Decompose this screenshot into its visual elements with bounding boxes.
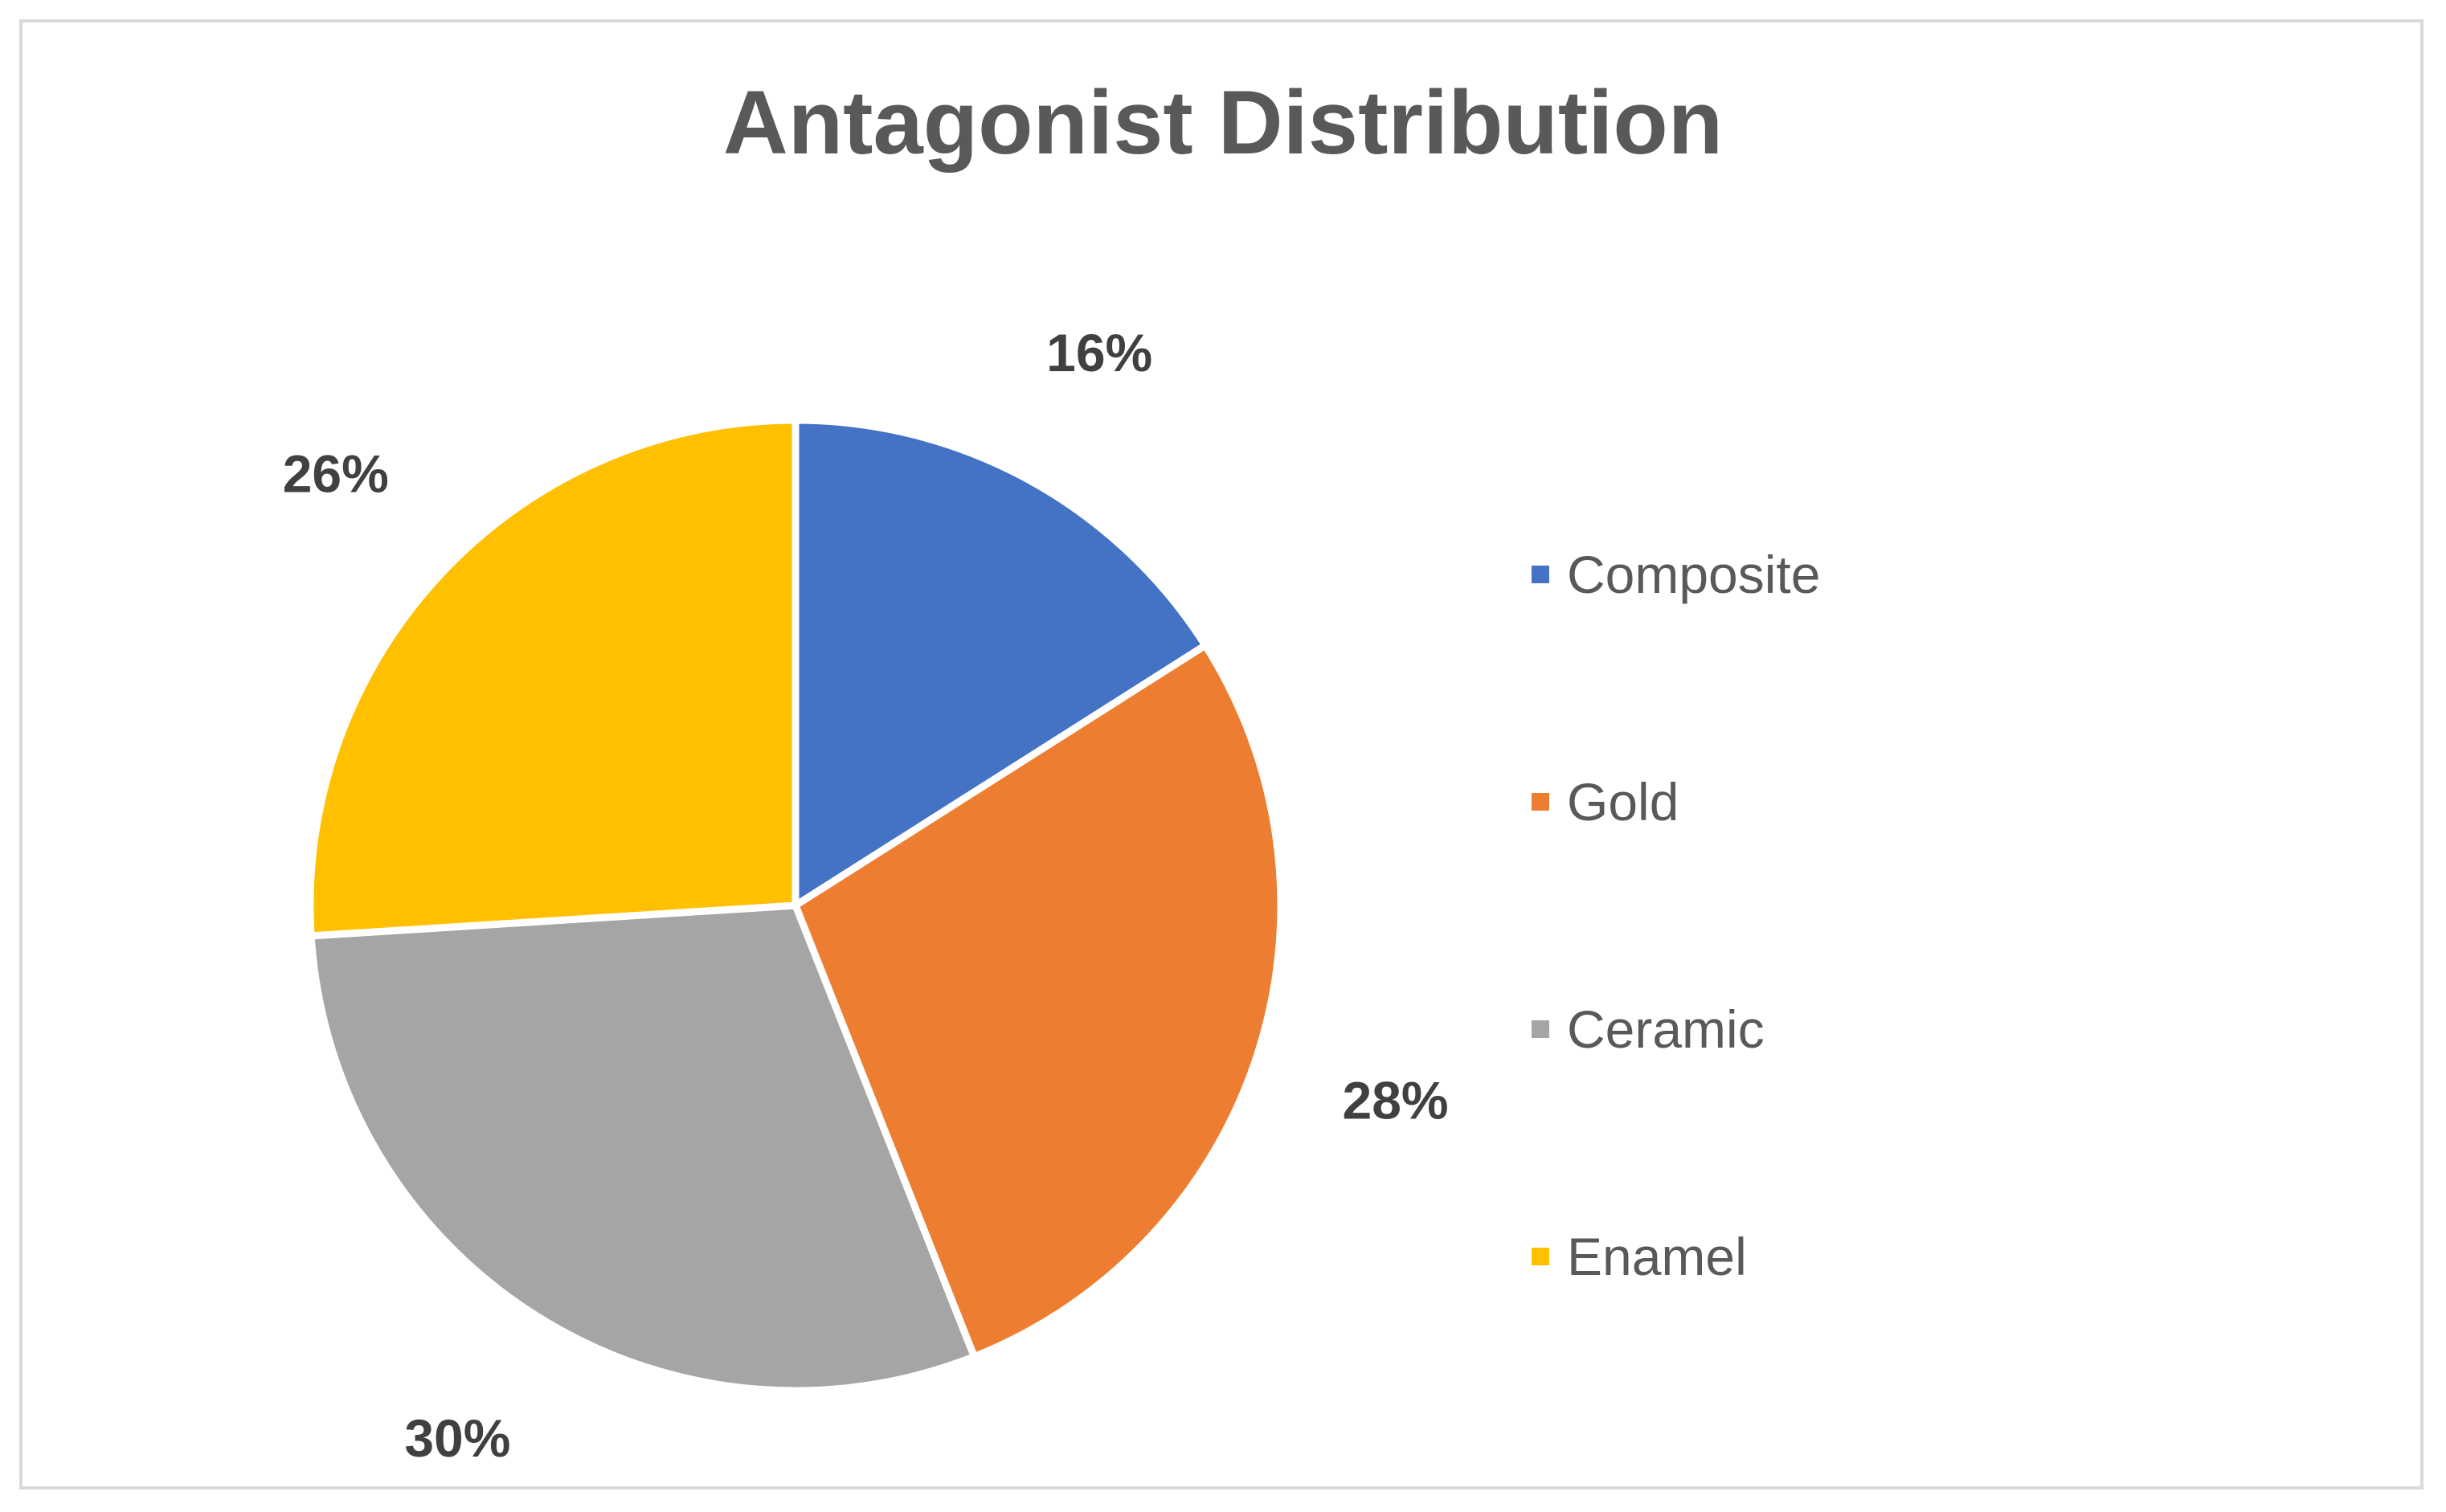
data-label-enamel: 26% [283, 444, 389, 504]
legend-label-ceramic: Ceramic [1567, 999, 1765, 1059]
pie-slice-ceramic [307, 901, 978, 1395]
legend-label-composite: Composite [1567, 545, 1821, 604]
pie-slice-composite [791, 416, 1209, 909]
legend-swatch-enamel [1532, 1248, 1549, 1265]
data-label-composite: 16% [1046, 323, 1152, 382]
pie-slice-gold [791, 641, 1285, 1361]
legend-item-ceramic: Ceramic [1532, 1003, 1765, 1056]
data-label-gold: 28% [1343, 1071, 1449, 1130]
legend-swatch-ceramic [1532, 1020, 1549, 1038]
legend-label-gold: Gold [1567, 772, 1679, 832]
pie-data-labels: 16% 28% 30% 26% [283, 323, 1449, 1468]
pie-slice-enamel [306, 416, 800, 940]
legend-item-composite: Composite [1532, 548, 1820, 601]
legend-item-gold: Gold [1532, 775, 1679, 828]
legend-label-enamel: Enamel [1567, 1227, 1747, 1286]
chart-title: Antagonist Distribution [722, 72, 1724, 173]
data-label-ceramic: 30% [404, 1408, 510, 1468]
legend-swatch-composite [1532, 566, 1549, 583]
pie-slices [306, 416, 1285, 1395]
legend-swatch-gold [1532, 793, 1549, 811]
legend-item-enamel: Enamel [1532, 1230, 1747, 1283]
